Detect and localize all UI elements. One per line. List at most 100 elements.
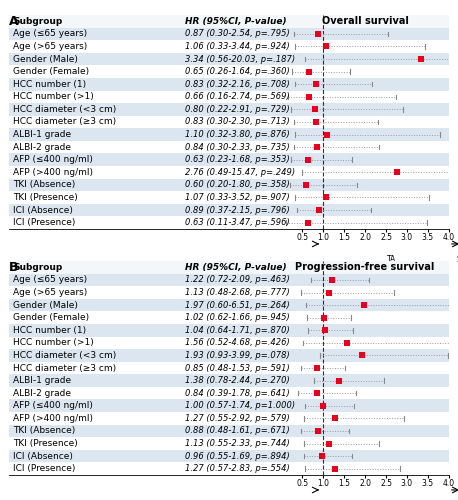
Text: HCC diameter (<3 cm): HCC diameter (<3 cm) [13, 105, 117, 114]
Text: 1.38 (0.78-2.44, p=.270): 1.38 (0.78-2.44, p=.270) [185, 376, 290, 385]
Text: Age (≤65 years): Age (≤65 years) [13, 276, 87, 284]
Text: ICI (Presence): ICI (Presence) [13, 218, 76, 227]
Bar [9, 400, 449, 412]
Text: 1.97 (0.60-6.51, p=.264): 1.97 (0.60-6.51, p=.264) [185, 300, 290, 310]
Text: 1.10 (0.32-3.80, p=.876): 1.10 (0.32-3.80, p=.876) [185, 130, 290, 139]
Text: Gender (Female): Gender (Female) [13, 67, 89, 76]
Text: TKI (Absence): TKI (Absence) [13, 180, 76, 190]
Bar [9, 103, 449, 116]
Text: 0.60 (0.20-1.80, p=.358): 0.60 (0.20-1.80, p=.358) [185, 180, 290, 190]
Text: 1.13 (0.55-2.33, p=.744): 1.13 (0.55-2.33, p=.744) [185, 439, 290, 448]
Text: 0.85 (0.48-1.53, p=.591): 0.85 (0.48-1.53, p=.591) [185, 364, 290, 372]
Text: 0.66 (0.16-2.74, p=.569): 0.66 (0.16-2.74, p=.569) [185, 92, 290, 102]
Text: 3.34 (0.56-20.03, p=.187): 3.34 (0.56-20.03, p=.187) [185, 54, 295, 64]
Bar [9, 78, 449, 90]
Bar [9, 154, 449, 166]
Text: Gender (Male): Gender (Male) [13, 300, 78, 310]
Text: Overall survival: Overall survival [322, 16, 409, 26]
Text: AFP (≤400 ng/ml): AFP (≤400 ng/ml) [13, 402, 93, 410]
Text: 1.22 (0.72-2.09, p=.463): 1.22 (0.72-2.09, p=.463) [185, 276, 290, 284]
Text: HCC diameter (≥3 cm): HCC diameter (≥3 cm) [13, 364, 116, 372]
Text: 1.56 (0.52-4.68, p=.426): 1.56 (0.52-4.68, p=.426) [185, 338, 290, 347]
Text: ICI (Absence): ICI (Absence) [13, 452, 73, 460]
Bar [9, 53, 449, 66]
Bar [9, 204, 449, 216]
Text: 1.93 (0.93-3.99, p=.078): 1.93 (0.93-3.99, p=.078) [185, 351, 290, 360]
Text: Progression-free survival: Progression-free survival [295, 262, 435, 272]
Bar [9, 462, 449, 475]
Text: A: A [9, 15, 19, 28]
Text: ICI (Absence): ICI (Absence) [13, 206, 73, 214]
Text: 2.76 (0.49-15.47, p=.249): 2.76 (0.49-15.47, p=.249) [185, 168, 295, 177]
Text: HCC diameter (≥3 cm): HCC diameter (≥3 cm) [13, 118, 116, 126]
Text: Subgroup: Subgroup [13, 17, 63, 26]
Bar [9, 261, 449, 274]
Bar [9, 324, 449, 336]
Text: 0.87 (0.30-2.54, p=.795): 0.87 (0.30-2.54, p=.795) [185, 30, 290, 38]
Bar [9, 178, 449, 191]
Text: 0.63 (0.23-1.68, p=.353): 0.63 (0.23-1.68, p=.353) [185, 155, 290, 164]
Text: 0.63 (0.11-3.47, p=.596): 0.63 (0.11-3.47, p=.596) [185, 218, 290, 227]
Bar [9, 66, 449, 78]
Text: HCC number (>1): HCC number (>1) [13, 338, 94, 347]
Text: 0.83 (0.32-2.16, p=.708): 0.83 (0.32-2.16, p=.708) [185, 80, 290, 88]
Bar [9, 216, 449, 229]
Text: Gender (Male): Gender (Male) [13, 54, 78, 64]
Text: TKI (Presence): TKI (Presence) [13, 193, 78, 202]
Text: Age (≤65 years): Age (≤65 years) [13, 30, 87, 38]
Bar [9, 166, 449, 178]
Text: B: B [9, 261, 19, 274]
Text: 1.07 (0.33-3.52, p=.907): 1.07 (0.33-3.52, p=.907) [185, 193, 290, 202]
Bar [9, 299, 449, 312]
Text: Gender (Female): Gender (Female) [13, 313, 89, 322]
Text: 1.00 (0.57-1.74, p=1.000): 1.00 (0.57-1.74, p=1.000) [185, 402, 295, 410]
Text: ALBI-1 grade: ALBI-1 grade [13, 130, 71, 139]
Text: AFP (>400 ng/ml): AFP (>400 ng/ml) [13, 414, 93, 423]
Bar [9, 286, 449, 299]
Bar [9, 90, 449, 103]
Text: 1.04 (0.64-1.71, p=.870): 1.04 (0.64-1.71, p=.870) [185, 326, 290, 335]
Text: 0.65 (0.26-1.64, p=.360): 0.65 (0.26-1.64, p=.360) [185, 67, 290, 76]
Text: TKI (Absence): TKI (Absence) [13, 426, 76, 436]
Text: HR (95%CI, P-value): HR (95%CI, P-value) [185, 263, 287, 272]
Text: HR (95%CI, P-value): HR (95%CI, P-value) [185, 17, 287, 26]
Text: SR: SR [457, 254, 458, 264]
Text: 0.89 (0.37-2.15, p=.796): 0.89 (0.37-2.15, p=.796) [185, 206, 290, 214]
Bar [9, 387, 449, 400]
Text: 0.96 (0.55-1.69, p=.894): 0.96 (0.55-1.69, p=.894) [185, 452, 290, 460]
Bar [9, 412, 449, 424]
Text: 0.84 (0.30-2.33, p=.735): 0.84 (0.30-2.33, p=.735) [185, 142, 290, 152]
Bar [9, 336, 449, 349]
Text: HCC number (1): HCC number (1) [13, 326, 87, 335]
Text: 1.13 (0.48-2.68, p=.777): 1.13 (0.48-2.68, p=.777) [185, 288, 290, 297]
Bar [9, 450, 449, 462]
Bar [9, 424, 449, 437]
Bar [9, 312, 449, 324]
Text: ALBI-2 grade: ALBI-2 grade [13, 388, 71, 398]
Text: AFP (≤400 ng/ml): AFP (≤400 ng/ml) [13, 155, 93, 164]
Bar [9, 191, 449, 204]
Text: HCC diameter (<3 cm): HCC diameter (<3 cm) [13, 351, 117, 360]
Text: HCC number (>1): HCC number (>1) [13, 92, 94, 102]
Text: 0.80 (0.22-2.91, p=.729): 0.80 (0.22-2.91, p=.729) [185, 105, 290, 114]
Text: Subgroup: Subgroup [13, 263, 63, 272]
Bar [9, 274, 449, 286]
Text: 1.02 (0.62-1.66, p=.945): 1.02 (0.62-1.66, p=.945) [185, 313, 290, 322]
Text: HCC number (1): HCC number (1) [13, 80, 87, 88]
Text: 0.83 (0.30-2.30, p=.713): 0.83 (0.30-2.30, p=.713) [185, 118, 290, 126]
Bar [9, 28, 449, 40]
Bar [9, 437, 449, 450]
Text: Age (>65 years): Age (>65 years) [13, 288, 87, 297]
Bar [9, 15, 449, 28]
Bar [9, 349, 449, 362]
Bar [9, 40, 449, 53]
Text: 1.06 (0.33-3.44, p=.924): 1.06 (0.33-3.44, p=.924) [185, 42, 290, 51]
Text: 1.27 (0.57-2.83, p=.554): 1.27 (0.57-2.83, p=.554) [185, 464, 290, 473]
Text: 0.84 (0.39-1.78, p=.641): 0.84 (0.39-1.78, p=.641) [185, 388, 290, 398]
Text: 0.88 (0.48-1.61, p=.671): 0.88 (0.48-1.61, p=.671) [185, 426, 290, 436]
Text: 1.27 (0.55-2.92, p=.579): 1.27 (0.55-2.92, p=.579) [185, 414, 290, 423]
Text: ICI (Presence): ICI (Presence) [13, 464, 76, 473]
Bar [9, 116, 449, 128]
Text: Age (>65 years): Age (>65 years) [13, 42, 87, 51]
Bar [9, 128, 449, 141]
